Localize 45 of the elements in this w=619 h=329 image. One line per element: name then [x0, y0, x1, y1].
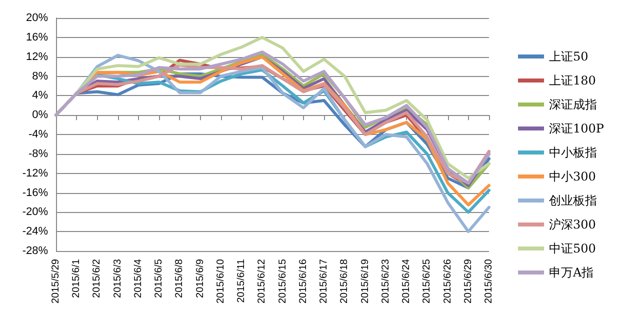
- legend-label: 中证500: [549, 242, 596, 256]
- legend-label: 上证180: [549, 74, 596, 88]
- y-tick-label: 16%: [26, 31, 48, 44]
- y-tick-label: 0%: [32, 109, 48, 122]
- legend-label: 上证50: [549, 50, 588, 64]
- y-tick-label: 4%: [32, 90, 48, 102]
- legend-label: 中小板指: [549, 146, 598, 160]
- x-tick-label: 2015/6/12: [256, 258, 268, 304]
- y-tick-label: -20%: [22, 206, 48, 218]
- x-tick-label: 2015/6/4: [132, 258, 144, 298]
- x-tick-label: 2015/6/16: [298, 258, 309, 304]
- x-tick-label: 2015/6/29: [462, 258, 474, 304]
- x-tick-label: 2015/6/30: [484, 258, 494, 304]
- legend-label: 中小300: [549, 170, 596, 184]
- legend-label: 深证100P: [549, 122, 604, 136]
- y-tick-label: -28%: [22, 245, 48, 257]
- y-tick-label: -4%: [28, 128, 48, 140]
- x-tick-label: 2015/6/1: [71, 258, 82, 298]
- y-tick-label: -16%: [22, 186, 48, 199]
- x-tick-label: 2015/6/24: [401, 258, 412, 304]
- legend-label: 深证成指: [549, 98, 598, 112]
- x-tick-label: 2015/5/29: [50, 258, 62, 304]
- y-tick-label: 20%: [26, 12, 48, 24]
- x-tick-label: 2015/6/8: [174, 258, 186, 298]
- x-tick-label: 2015/6/15: [277, 258, 288, 304]
- x-tick-label: 2015/6/2: [92, 258, 103, 298]
- x-tick-label: 2015/6/11: [236, 258, 248, 303]
- x-tick-label: 2015/6/10: [215, 258, 226, 304]
- x-tick-label: 2015/6/23: [380, 258, 392, 304]
- y-tick-label: -12%: [22, 167, 48, 180]
- y-tick-label: 12%: [26, 50, 48, 63]
- x-tick-label: 2015/6/5: [154, 258, 165, 298]
- x-tick-label: 2015/6/3: [112, 258, 124, 298]
- x-tick-label: 2015/6/25: [422, 258, 433, 304]
- x-tick-label: 2015/6/26: [442, 258, 454, 304]
- legend-label: 申万A指: [549, 266, 594, 280]
- x-tick-label: 2015/6/9: [194, 258, 206, 298]
- x-tick-label: 2015/6/19: [360, 258, 371, 304]
- legend-label: 沪深300: [549, 218, 596, 232]
- legend-label: 创业板指: [549, 194, 598, 208]
- y-tick-label: -24%: [22, 226, 48, 238]
- x-tick-label: 2015/6/18: [339, 258, 350, 304]
- y-tick-label: -8%: [28, 148, 48, 160]
- x-tick-label: 2015/6/17: [318, 258, 330, 304]
- y-tick-label: 8%: [32, 70, 48, 82]
